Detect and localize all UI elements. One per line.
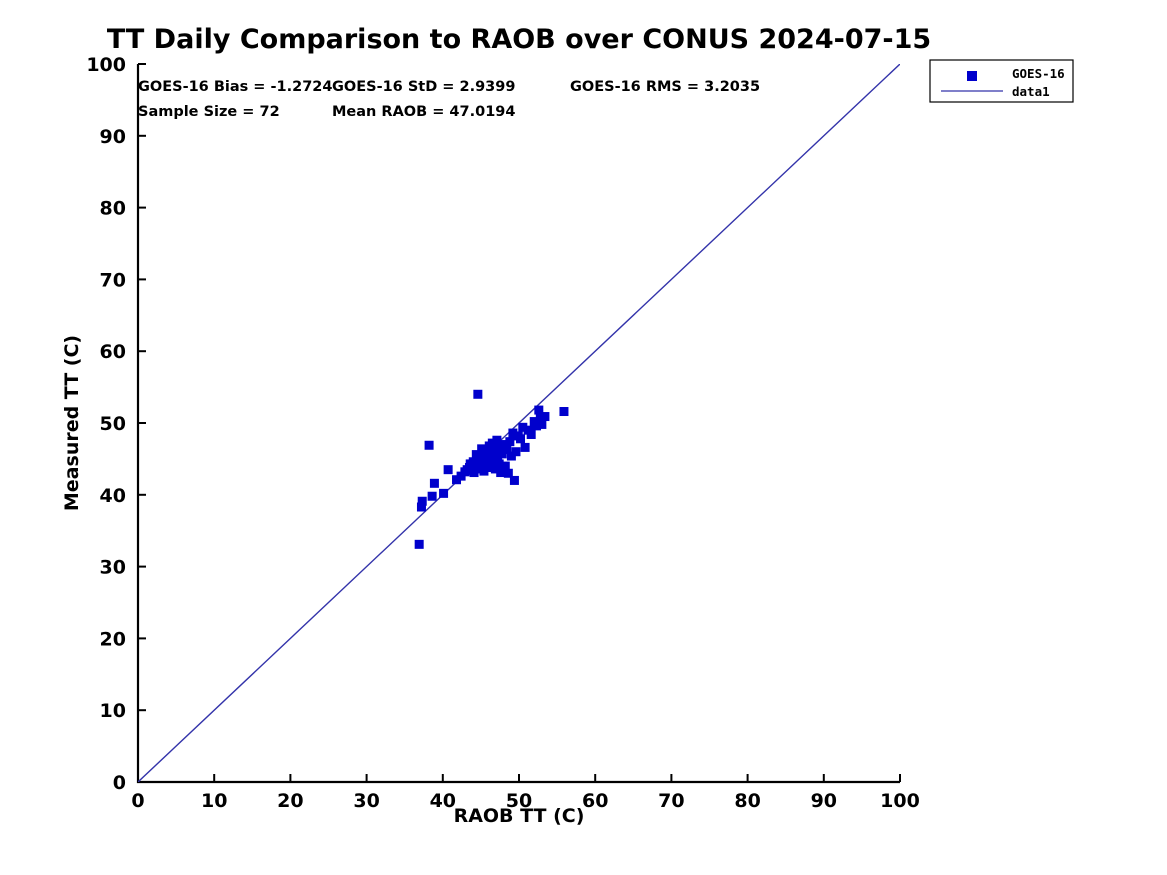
x-tick-label-20: 20 — [277, 790, 303, 812]
y-tick-label-0: 0 — [113, 772, 126, 794]
annotation-bias: GOES-16 Bias = -1.2724 — [138, 79, 332, 95]
data-point — [509, 475, 519, 485]
data-point — [490, 464, 500, 474]
data-point — [427, 491, 437, 501]
x-axis-ticks: 0 10 20 30 40 50 60 70 80 90 100 — [131, 774, 920, 812]
x-axis-label: RAOB TT (C) — [454, 805, 585, 827]
data-point — [469, 468, 479, 478]
data-point — [493, 452, 503, 462]
data-point — [511, 447, 521, 457]
annotation-rms: GOES-16 RMS = 3.2035 — [570, 79, 760, 95]
data-point — [416, 502, 426, 512]
annotation-sample-size: Sample Size = 72 — [138, 104, 280, 120]
data-point — [532, 421, 542, 431]
data-point — [492, 435, 502, 445]
data-point — [540, 412, 550, 422]
data-point — [526, 429, 536, 439]
data-point — [502, 445, 512, 455]
x-tick-label-70: 70 — [658, 790, 684, 812]
data-point — [493, 443, 503, 453]
data-point — [534, 405, 544, 415]
data-point — [520, 442, 530, 452]
annotation-std: GOES-16 StD = 2.9399 — [332, 79, 515, 95]
x-tick-label-50: 50 — [506, 790, 532, 812]
data-point — [499, 440, 509, 450]
data-point — [429, 478, 439, 488]
y-tick-label-70: 70 — [100, 269, 126, 291]
annotation-mean-raob: Mean RAOB = 47.0194 — [332, 104, 515, 120]
data-point — [500, 461, 510, 471]
y-tick-label-40: 40 — [100, 485, 126, 507]
y-tick-label-60: 60 — [100, 341, 126, 363]
y-tick-label-90: 90 — [100, 126, 126, 148]
data-point — [505, 437, 515, 447]
y-tick-label-30: 30 — [100, 557, 126, 579]
legend: GOES-16 data1 — [929, 59, 1074, 103]
legend-label-data1: data1 — [1012, 84, 1050, 99]
data-point — [417, 496, 427, 506]
y-tick-label-80: 80 — [100, 198, 126, 220]
x-tick-label-40: 40 — [430, 790, 456, 812]
data-point — [506, 451, 516, 461]
data-point — [503, 468, 513, 478]
data-point — [518, 422, 528, 432]
data-point — [559, 407, 569, 417]
y-axis-ticks: 0 10 20 30 40 50 60 70 80 90 100 — [86, 54, 146, 794]
y-tick-label-100: 100 — [86, 54, 126, 76]
data-point — [480, 446, 490, 456]
x-tick-label-60: 60 — [582, 790, 608, 812]
y-axis-label: Measured TT (C) — [61, 335, 83, 511]
data-point — [473, 389, 483, 399]
data-point — [535, 414, 545, 424]
y-tick-label-50: 50 — [100, 413, 126, 435]
x-tick-label-10: 10 — [201, 790, 227, 812]
data-point — [537, 419, 547, 429]
data-point — [414, 539, 424, 549]
data-point — [452, 475, 462, 485]
x-tick-label-0: 0 — [131, 790, 144, 812]
x-tick-label-100: 100 — [880, 790, 920, 812]
data-point — [487, 438, 497, 448]
data-point — [443, 465, 453, 475]
legend-label-goes16: GOES-16 — [1012, 66, 1065, 81]
y-tick-label-10: 10 — [100, 700, 126, 722]
scatter-series-goes16 — [414, 389, 569, 549]
data-point — [497, 449, 507, 459]
x-tick-label-30: 30 — [353, 790, 379, 812]
legend-marker-goes16-icon — [967, 71, 977, 81]
data-point — [494, 459, 504, 469]
data-point — [508, 428, 518, 438]
x-tick-label-90: 90 — [811, 790, 837, 812]
data-point — [496, 468, 506, 478]
x-tick-label-80: 80 — [734, 790, 760, 812]
legend-box — [929, 59, 1074, 103]
chart-title: TT Daily Comparison to RAOB over CONUS 2… — [107, 24, 931, 55]
data-point — [516, 434, 526, 444]
y-tick-label-20: 20 — [100, 628, 126, 650]
data-point — [439, 488, 449, 498]
data-point — [424, 440, 434, 450]
